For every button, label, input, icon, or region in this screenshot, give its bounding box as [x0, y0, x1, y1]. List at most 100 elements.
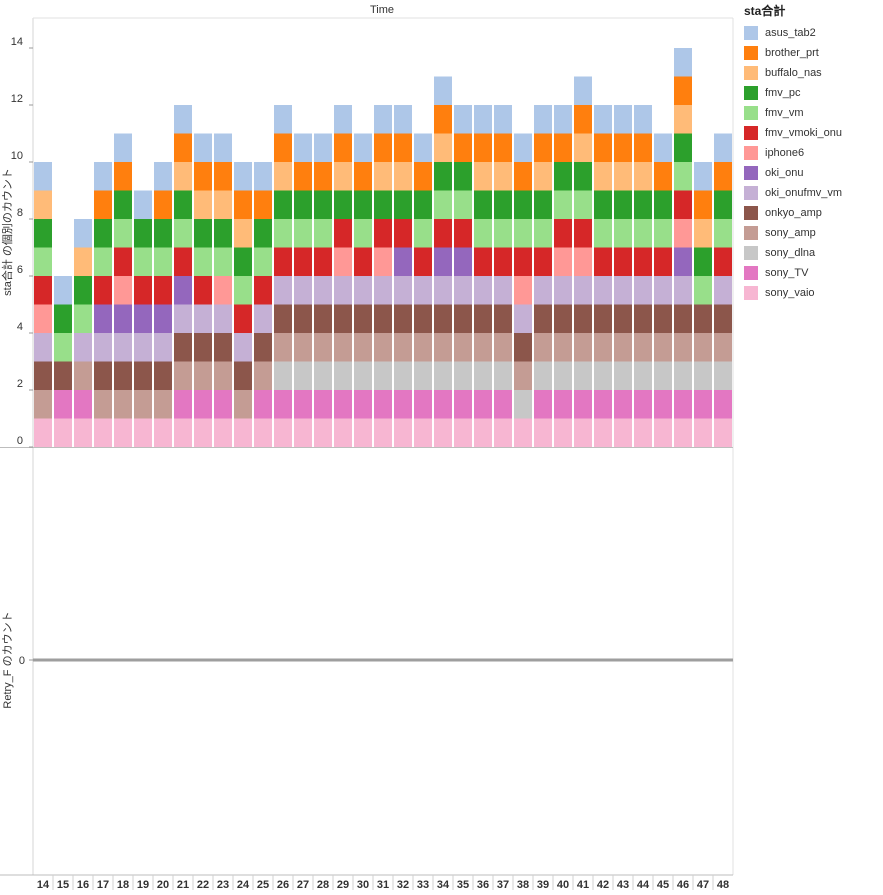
- bar-segment-oki_onufmv_vm: [514, 304, 532, 333]
- stacked-bars: [34, 48, 732, 447]
- bar-segment-onkyo_amp: [94, 361, 112, 390]
- bar-segment-sony_vaio: [674, 418, 692, 447]
- x-ticks: 14 15 16 17 18 19 20 21 22 23 24 25 26 27 28 29 30 31 32 33…: [37, 875, 729, 891]
- bar-segment-buffalo_nas: [274, 162, 292, 191]
- bar-segment-fmv_vm: [454, 190, 472, 219]
- bar-segment-sony_vaio: [254, 418, 272, 447]
- bar-segment-onkyo_amp: [194, 333, 212, 362]
- legend-label: sony_TV: [765, 267, 809, 279]
- bar-segment-sony_TV: [334, 390, 352, 419]
- bar-segment-buffalo_nas: [174, 162, 192, 191]
- bar-segment-sony_vaio: [274, 418, 292, 447]
- retry-bar: [593, 658, 613, 662]
- x-tick-label: 21: [177, 879, 189, 891]
- bar-segment-fmv_vm: [714, 219, 732, 248]
- bar-segment-fmv_vm: [434, 190, 452, 219]
- bar-segment-fmv_vm: [274, 219, 292, 248]
- bar-segment-oki_onufmv_vm: [74, 333, 92, 362]
- bar-segment-fmv_pc: [654, 190, 672, 219]
- bar-segment-asus_tab2: [334, 105, 352, 134]
- legend-label: asus_tab2: [765, 27, 816, 39]
- bar-segment-brother_prt: [574, 105, 592, 134]
- bar-segment-fmv_vmoki_onu: [94, 276, 112, 305]
- bar-segment-buffalo_nas: [534, 162, 552, 191]
- x-tick-label: 23: [217, 879, 229, 891]
- legend-label: onkyo_amp: [765, 207, 822, 219]
- legend-item: buffalo_nas: [744, 63, 880, 83]
- bar-segment-oki_onufmv_vm: [134, 333, 152, 362]
- bar-segment-fmv_pc: [674, 133, 692, 162]
- bar-segment-oki_onufmv_vm: [654, 276, 672, 305]
- bar-segment-fmv_pc: [554, 162, 572, 191]
- bar-segment-fmv_vmoki_onu: [254, 276, 272, 305]
- bar-segment-fmv_vm: [694, 276, 712, 305]
- bar-segment-oki_onufmv_vm: [574, 276, 592, 305]
- bar-segment-onkyo_amp: [234, 361, 252, 390]
- bar-segment-fmv_pc: [474, 190, 492, 219]
- retry-bar: [533, 658, 553, 662]
- bar-segment-sony_amp: [74, 361, 92, 390]
- bar-segment-asus_tab2: [374, 105, 392, 134]
- retry-bar: [613, 658, 633, 662]
- bar-segment-oki_onu: [454, 247, 472, 276]
- bar-segment-brother_prt: [634, 133, 652, 162]
- bar-segment-sony_dlna: [314, 361, 332, 390]
- bar-segment-sony_TV: [74, 390, 92, 419]
- bar-segment-fmv_vm: [614, 219, 632, 248]
- bar-segment-sony_amp: [194, 361, 212, 390]
- bar-segment-asus_tab2: [454, 105, 472, 134]
- x-tick-label: 44: [637, 879, 650, 891]
- bar-segment-brother_prt: [294, 162, 312, 191]
- bar-segment-sony_vaio: [34, 418, 52, 447]
- bar-segment-brother_prt: [274, 133, 292, 162]
- bar-segment-fmv_pc: [74, 276, 92, 305]
- bar-segment-fmv_vm: [194, 247, 212, 276]
- y-tick-label: 2: [17, 378, 23, 390]
- bar-segment-sony_TV: [454, 390, 472, 419]
- bar-segment-brother_prt: [314, 162, 332, 191]
- bar-segment-fmv_vmoki_onu: [274, 247, 292, 276]
- bar-segment-onkyo_amp: [334, 304, 352, 333]
- bar-segment-asus_tab2: [154, 162, 172, 191]
- bar-segment-fmv_vm: [314, 219, 332, 248]
- bar-segment-sony_TV: [414, 390, 432, 419]
- retry-bar: [333, 658, 353, 662]
- bar-segment-sony_TV: [574, 390, 592, 419]
- retry-bar: [713, 658, 733, 662]
- bar-segment-fmv_vmoki_onu: [494, 247, 512, 276]
- bar-segment-brother_prt: [114, 162, 132, 191]
- bar-segment-sony_amp: [34, 390, 52, 419]
- bar-segment-sony_TV: [654, 390, 672, 419]
- legend-swatch: [744, 166, 758, 180]
- bar-segment-brother_prt: [214, 162, 232, 191]
- bar-segment-sony_amp: [114, 390, 132, 419]
- bar-segment-onkyo_amp: [134, 361, 152, 390]
- bar-segment-onkyo_amp: [514, 333, 532, 362]
- bar-segment-sony_dlna: [294, 361, 312, 390]
- legend-swatch: [744, 186, 758, 200]
- legend-swatch: [744, 46, 758, 60]
- x-tick-label: 37: [497, 879, 509, 891]
- bar-segment-sony_dlna: [454, 361, 472, 390]
- legend-item: sony_amp: [744, 223, 880, 243]
- bar-segment-onkyo_amp: [574, 304, 592, 333]
- y-tick-label: 6: [17, 264, 23, 276]
- bar-segment-fmv_vmoki_onu: [194, 276, 212, 305]
- bar-segment-brother_prt: [394, 133, 412, 162]
- bar-segment-fmv_vm: [134, 247, 152, 276]
- x-tick-label: 40: [557, 879, 569, 891]
- retry-bar: [193, 658, 213, 662]
- bar-segment-onkyo_amp: [174, 333, 192, 362]
- bar-segment-fmv_vmoki_onu: [634, 247, 652, 276]
- bar-segment-sony_vaio: [714, 418, 732, 447]
- bar-segment-sony_vaio: [134, 418, 152, 447]
- bar-segment-sony_amp: [94, 390, 112, 419]
- bar-segment-sony_dlna: [694, 361, 712, 390]
- retry-bar: [133, 658, 153, 662]
- bar-segment-sony_vaio: [614, 418, 632, 447]
- legend-label: buffalo_nas: [765, 67, 822, 79]
- bar-segment-asus_tab2: [114, 133, 132, 162]
- bar-segment-oki_onufmv_vm: [714, 276, 732, 305]
- bar-segment-asus_tab2: [714, 133, 732, 162]
